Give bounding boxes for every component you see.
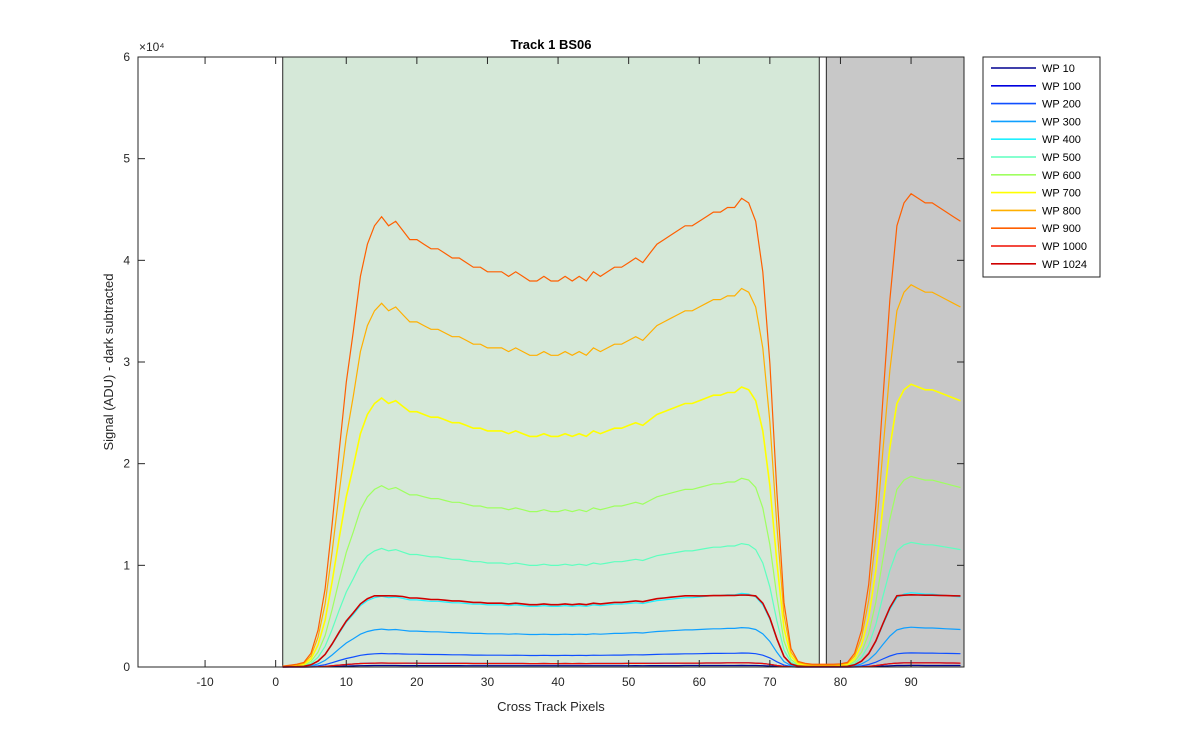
x-tick-label: 70 [763,675,777,689]
legend-entry: WP 1024 [1042,259,1087,271]
y-tick-label: 4 [123,253,130,267]
series-line-wp-1024 [282,593,961,668]
x-tick-label: 80 [834,675,848,689]
legend-entry: WP 400 [1042,134,1081,146]
legend-entry: WP 600 [1042,170,1081,182]
series-lines [282,192,961,668]
legend-entry: WP 900 [1042,223,1081,235]
x-tick-label: 10 [340,675,354,689]
chart-title: Track 1 BS06 [511,37,592,52]
series-line-wp-800 [282,284,961,667]
region-2 [825,56,965,668]
legend-entry: WP 1000 [1042,241,1087,253]
legend-entry: WP 700 [1042,188,1081,200]
x-tick-label: 40 [551,675,565,689]
x-axis-label: Cross Track Pixels [497,699,605,714]
y-tick-label: 1 [123,558,130,572]
y-tick-label: 3 [123,355,130,369]
x-tick-label: 30 [481,675,495,689]
y-tick-label: 0 [123,660,130,674]
legend-entry: WP 800 [1042,205,1081,217]
x-tick-label: 60 [693,675,707,689]
region-1 [282,56,820,668]
y-tick-label: 2 [123,457,130,471]
series-line-wp-900 [282,192,961,667]
x-tick-label: 0 [272,675,279,689]
legend: WP 10 WP 100 WP 200 WP 300 WP 400 WP 500 WP 60… [982,56,1101,278]
y-axis-label: Signal (ADU) - dark subtracted [101,273,116,450]
y-axis-ticks: 0 1 2 3 4 5 6 [123,50,964,674]
x-tick-label: 50 [622,675,636,689]
y-exponent-label: ×10⁴ [139,40,165,54]
x-axis-ticks: -10 0 10 20 30 40 50 60 70 80 90 [196,57,918,689]
x-tick-label: 90 [904,675,918,689]
legend-box [982,56,1101,278]
legend-entry: WP 100 [1042,81,1081,93]
series-line-wp-700 [282,383,961,668]
legend-entry: WP 10 [1042,63,1075,75]
legend-entry: WP 300 [1042,116,1081,128]
x-tick-label: -10 [196,675,214,689]
legend-entry: WP 500 [1042,152,1081,164]
y-tick-label: 5 [123,152,130,166]
y-tick-label: 6 [123,50,130,64]
background-regions [282,56,965,668]
x-tick-label: 20 [410,675,424,689]
legend-entry: WP 200 [1042,99,1081,111]
